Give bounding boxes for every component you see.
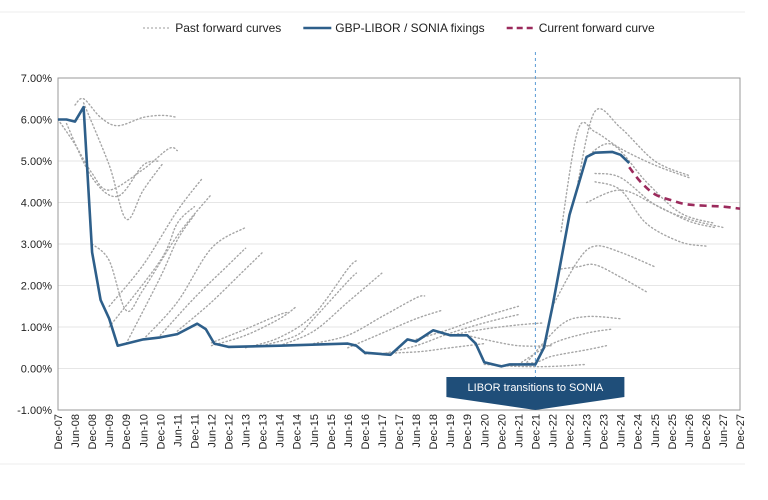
x-tick-label: Jun-21 (513, 414, 525, 448)
x-tick-label: Dec-11 (189, 414, 201, 449)
x-tick-label: Dec-09 (121, 414, 133, 449)
x-tick-label: Jun-18 (411, 414, 423, 448)
past-forward-curve (65, 122, 161, 198)
x-tick-label: Dec-07 (53, 414, 65, 449)
x-tick-label: Jun-15 (309, 414, 321, 448)
x-tick-label: Dec-20 (496, 414, 508, 449)
legend-label-fixings: GBP-LIBOR / SONIA fixings (335, 21, 484, 35)
y-tick-label: 1.00% (21, 322, 52, 334)
past-forward-curve (210, 311, 289, 344)
plot-area (57, 77, 741, 411)
past-forward-curve (449, 322, 545, 336)
past-forward-curve (560, 263, 647, 293)
past-forward-curve (142, 226, 247, 341)
callout-arrow-box (446, 377, 625, 410)
past-forward-curve (551, 245, 656, 307)
past-forward-curve (244, 259, 358, 349)
x-tick-label: Jun-23 (582, 414, 594, 448)
past-forward-curve (108, 205, 196, 328)
past-forward-curve (125, 214, 196, 345)
x-tick-label: Jun-26 (684, 414, 696, 448)
past-forward-curve (74, 97, 178, 127)
x-tick-label: Dec-15 (326, 414, 338, 449)
x-axis-ticks: Dec-07 Jun-08 Dec-08 Jun-09 Dec-09 Jun-10 Dec-… (53, 414, 747, 449)
y-tick-label: 6.00% (21, 115, 52, 127)
x-tick-label: Dec-23 (599, 414, 611, 449)
x-tick-label: Jun-11 (172, 414, 184, 447)
x-tick-label: Dec-10 (155, 414, 167, 449)
past-forward-curve (347, 309, 443, 349)
callout-label: LIBOR transitions to SONIA (468, 382, 604, 394)
past-forward-curve (585, 189, 716, 229)
x-tick-label: Jun-17 (377, 414, 389, 448)
legend-label-current: Current forward curve (539, 21, 655, 35)
y-tick-label: 2.00% (21, 281, 52, 293)
x-tick-label: Dec-14 (292, 414, 304, 449)
x-tick-label: Jun-09 (104, 414, 116, 448)
past-forward-curve (466, 334, 554, 347)
past-forward-curve (176, 251, 264, 332)
x-tick-label: Jun-22 (547, 414, 559, 448)
x-tick-label: Dec-08 (87, 414, 99, 449)
past-forward-curve (82, 102, 164, 221)
x-tick-label: Dec-18 (428, 414, 440, 449)
x-tick-label: Jun-27 (718, 414, 730, 448)
past-forward-curve (560, 121, 690, 233)
legend-label-past: Past forward curves (175, 21, 281, 35)
past-forward-curve (261, 272, 358, 347)
x-tick-label: Jun-24 (616, 414, 628, 448)
x-tick-label: Dec-26 (701, 414, 713, 449)
y-tick-label: 7.00% (21, 73, 52, 85)
x-tick-label: Dec-25 (667, 414, 679, 449)
y-tick-label: 0.00% (21, 364, 52, 376)
x-tick-label: Jun-14 (275, 414, 287, 448)
fixings-line (58, 105, 631, 368)
x-tick-label: Jun-19 (445, 414, 457, 448)
past-forward-curve (278, 272, 383, 347)
x-tick-label: Dec-17 (394, 414, 406, 449)
y-tick-label: 4.00% (21, 198, 52, 210)
y-tick-label: 5.00% (21, 156, 52, 168)
gridlines (58, 77, 740, 411)
x-tick-label: Dec-13 (258, 414, 270, 449)
x-tick-label: Dec-27 (735, 414, 747, 449)
x-tick-label: Dec-16 (360, 414, 372, 449)
past-forward-curve (517, 328, 613, 366)
x-tick-label: Jun-25 (650, 414, 662, 448)
past-forward-curve (594, 172, 724, 229)
past-forward-curve (108, 176, 204, 307)
past-forward-curves (57, 97, 724, 368)
past-forward-curve (91, 193, 213, 313)
past-forward-curve (381, 313, 520, 355)
x-tick-label: Jun-16 (343, 414, 355, 448)
current-forward-curve-line (628, 166, 741, 210)
past-forward-curve (577, 108, 690, 183)
x-tick-label: Jun-20 (479, 414, 491, 448)
x-tick-label: Jun-08 (70, 414, 82, 448)
past-forward-curve (526, 315, 622, 363)
x-tick-label: Dec-22 (565, 414, 577, 449)
legend: Past forward curves GBP-LIBOR / SONIA fi… (143, 21, 655, 35)
x-tick-label: Dec-19 (462, 414, 474, 449)
x-tick-label: Jun-12 (206, 414, 218, 448)
libor-transition-callout: LIBOR transitions to SONIA (446, 377, 625, 410)
x-tick-label: Dec-12 (224, 414, 236, 449)
x-tick-label: Jun-13 (241, 414, 253, 448)
past-forward-curve (415, 305, 520, 341)
y-tick-label: -1.00% (17, 405, 52, 417)
past-forward-curve (585, 142, 716, 224)
x-tick-label: Dec-24 (633, 414, 645, 449)
past-forward-curve (364, 342, 485, 355)
past-forward-curve (210, 305, 298, 347)
series-lines (58, 105, 741, 368)
past-forward-curve (57, 118, 178, 191)
past-forward-curve (594, 181, 707, 247)
x-tick-label: Jun-10 (138, 414, 150, 448)
past-forward-curve (313, 295, 426, 345)
y-tick-label: 3.00% (21, 239, 52, 251)
x-tick-label: Dec-21 (530, 414, 542, 449)
past-forward-curve (159, 247, 247, 336)
y-axis-ticks: 7.00% 6.00% 5.00% 4.00% 3.00% 2.00% 1.00% 0.00%… (17, 73, 52, 417)
